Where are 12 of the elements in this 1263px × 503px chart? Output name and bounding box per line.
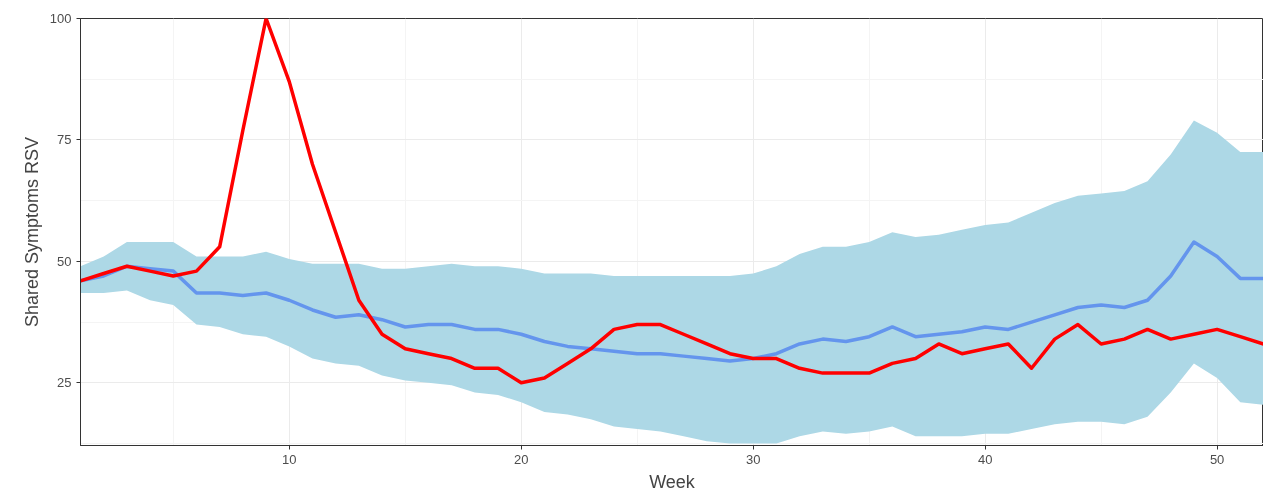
x-tick-label: 40 bbox=[977, 451, 993, 467]
x-tick-label: 50 bbox=[1209, 451, 1225, 467]
x-tick-label: 30 bbox=[745, 451, 761, 467]
y-axis-title: Shared Symptoms RSV bbox=[21, 136, 42, 328]
y-tick-label: 75 bbox=[57, 132, 72, 148]
y-tick-label: 50 bbox=[57, 253, 72, 269]
x-axis-title: Week bbox=[649, 471, 696, 492]
x-tick-label: 20 bbox=[514, 451, 529, 467]
line-series bbox=[80, 18, 1263, 385]
y-tick-label: 100 bbox=[49, 11, 72, 26]
x-tick-label: 10 bbox=[282, 451, 297, 467]
y-tick-label: 25 bbox=[57, 375, 72, 391]
